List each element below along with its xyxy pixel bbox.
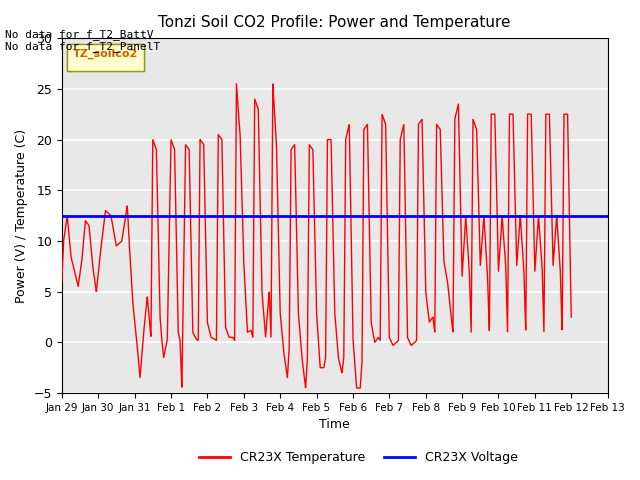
Legend: CR23X Temperature, CR23X Voltage: CR23X Temperature, CR23X Voltage xyxy=(194,446,523,469)
Legend:  xyxy=(67,44,144,71)
Y-axis label: Power (V) / Temperature (C): Power (V) / Temperature (C) xyxy=(15,129,28,303)
X-axis label: Time: Time xyxy=(319,419,350,432)
Title: Tonzi Soil CO2 Profile: Power and Temperature: Tonzi Soil CO2 Profile: Power and Temper… xyxy=(159,15,511,30)
Text: No data for f_T2_BattV
No data for f_T2_PanelT: No data for f_T2_BattV No data for f_T2_… xyxy=(5,29,161,52)
